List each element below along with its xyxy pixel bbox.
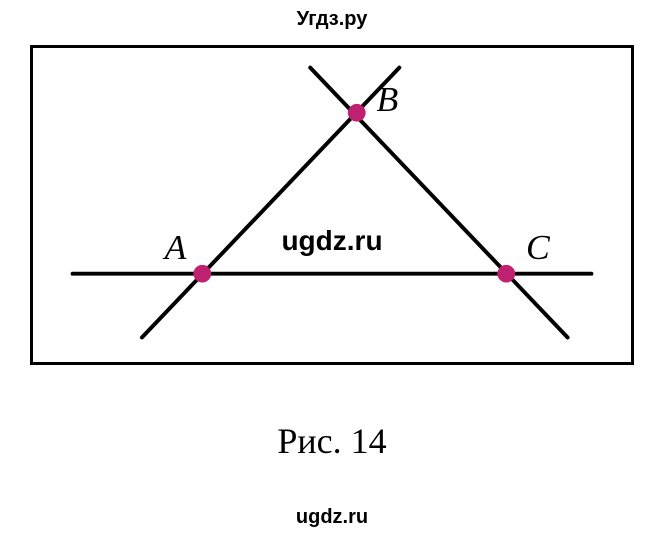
point-B (348, 104, 366, 122)
figure-caption: Рис. 14 (277, 420, 386, 462)
point-A (193, 265, 211, 283)
watermark-top: Угдз.ру (297, 8, 368, 31)
lines-group (73, 68, 592, 338)
watermark-bottom: ugdz.ru (296, 506, 368, 529)
label-C: C (526, 227, 550, 267)
label-A: A (163, 227, 187, 267)
line-2 (310, 68, 567, 338)
diagram-svg: A B C (33, 48, 631, 362)
label-B: B (377, 79, 399, 119)
diagram-frame: A B C (30, 45, 634, 365)
watermark-center: ugdz.ru (281, 225, 382, 257)
point-C (497, 265, 515, 283)
